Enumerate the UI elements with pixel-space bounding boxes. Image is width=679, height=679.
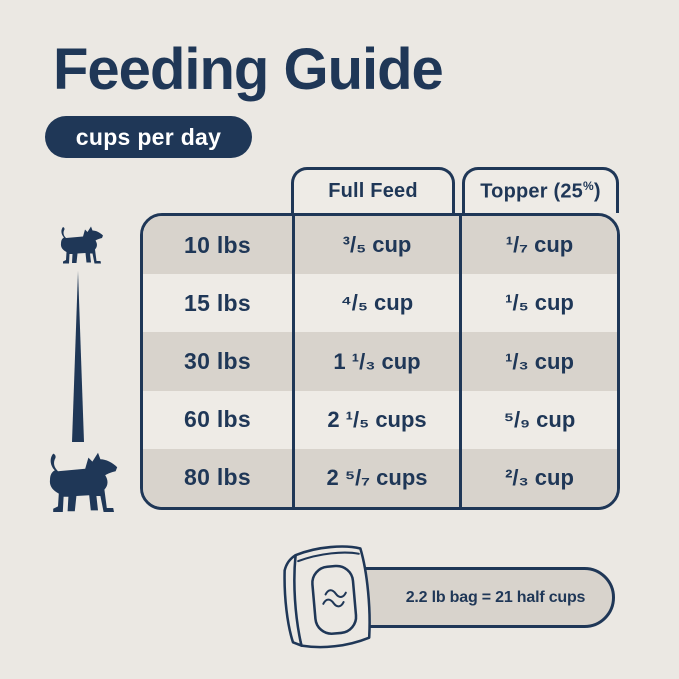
weight-cell: 30 lbs bbox=[183, 348, 251, 374]
bag-note-pill: 2.2 lb bag = 21 half cups bbox=[332, 567, 615, 628]
weight-cell: 10 lbs bbox=[183, 231, 251, 258]
page-title: Feeding Guide bbox=[53, 37, 444, 102]
column-header-full-feed: Full Feed bbox=[291, 167, 455, 213]
full-feed-cell: ³/₅ cup bbox=[292, 216, 462, 275]
topper-cell: ¹/₃ cup bbox=[505, 348, 574, 374]
table-row: 80 lbs 2 ⁵/₇ cups ²/₃ cup bbox=[143, 448, 617, 507]
cups-per-day-badge-label: cups per day bbox=[75, 123, 222, 150]
large-dog-icon bbox=[49, 452, 118, 512]
column-header-full-feed-label: Full Feed bbox=[328, 180, 418, 202]
table-row: 30 lbs 1 ¹/₃ cup ¹/₃ cup bbox=[143, 332, 617, 391]
weight-cell: 60 lbs bbox=[183, 406, 251, 433]
dog-size-scale-wedge bbox=[72, 271, 84, 442]
table-row: 15 lbs ⁴/₅ cup ¹/₅ cup bbox=[143, 274, 617, 333]
column-header-topper: Topper (25%) bbox=[462, 167, 619, 213]
dog-food-bag-icon bbox=[283, 545, 371, 649]
full-feed-cell: 1 ¹/₃ cup bbox=[292, 332, 462, 391]
table-row: 60 lbs 2 ¹/₅ cups ⁵/₉ cup bbox=[143, 390, 617, 449]
weight-cell: 80 lbs bbox=[183, 464, 251, 491]
cups-per-day-badge: cups per day bbox=[45, 116, 252, 158]
bag-note-text: 2.2 lb bag = 21 half cups bbox=[405, 588, 586, 606]
topper-cell: ²/₃ cup bbox=[505, 464, 574, 490]
feeding-table: 10 lbs ³/₅ cup ¹/₇ cup 15 lbs ⁴/₅ cup ¹/… bbox=[140, 213, 620, 510]
full-feed-cell: 2 ¹/₅ cups bbox=[292, 390, 462, 449]
weight-cell: 15 lbs bbox=[183, 289, 251, 316]
topper-cell: ¹/₅ cup bbox=[505, 290, 574, 316]
topper-cell: ¹/₇ cup bbox=[505, 232, 574, 258]
column-header-topper-label: Topper (25%) bbox=[480, 179, 601, 203]
table-row: 10 lbs ³/₅ cup ¹/₇ cup bbox=[143, 216, 617, 275]
full-feed-cell: ⁴/₅ cup bbox=[292, 274, 462, 333]
full-feed-cell: 2 ⁵/₇ cups bbox=[292, 448, 462, 507]
topper-cell: ⁵/₉ cup bbox=[503, 406, 576, 432]
small-dog-icon bbox=[60, 226, 103, 264]
